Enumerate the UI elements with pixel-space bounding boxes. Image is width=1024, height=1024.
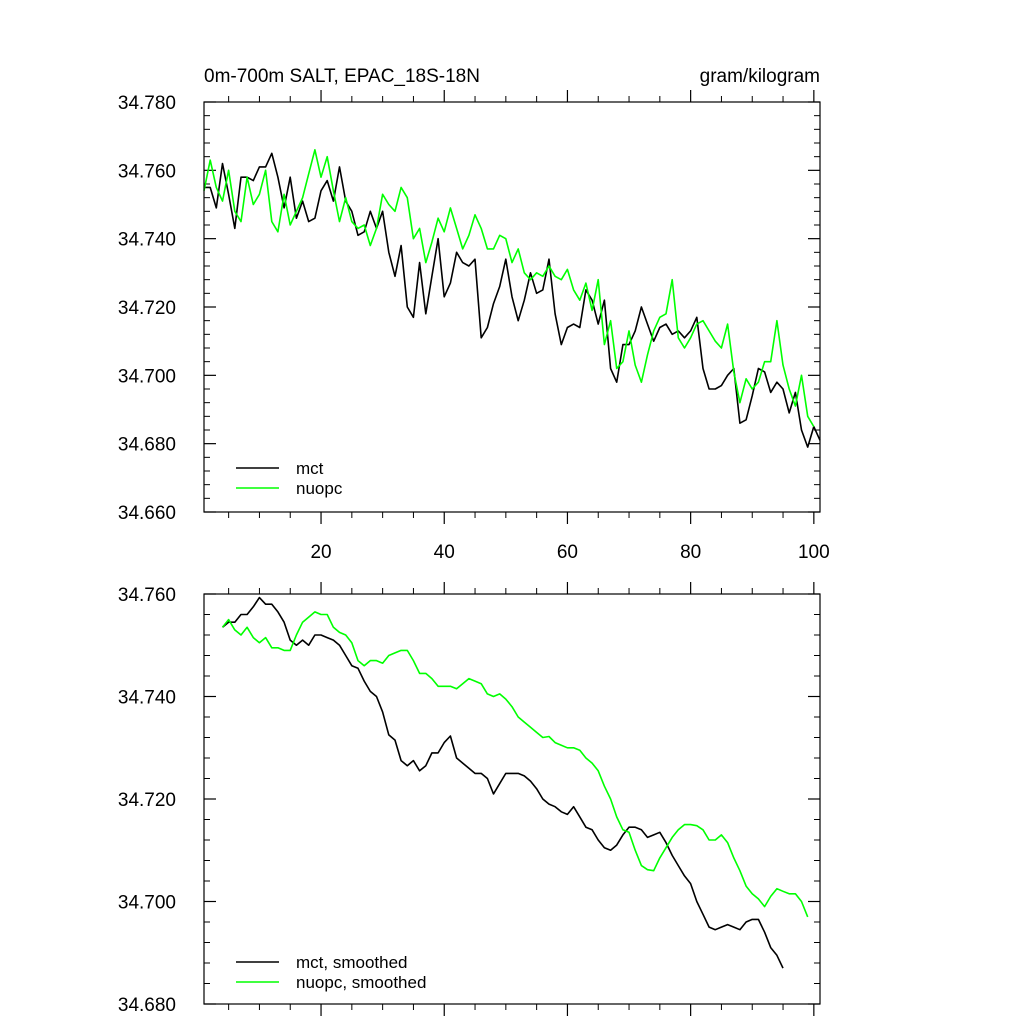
top-plot-frame — [203, 101, 821, 513]
top-series-group — [203, 149, 821, 448]
series-line-nuopc — [203, 149, 815, 428]
bottom-panel: 34.680 34.700 34.720 34.740 34.760 mct, smoo… — [118, 582, 821, 1016]
top-x-tick-labels: 20 40 60 80 100 — [310, 542, 829, 563]
legend-label-nuopc-smoothed: nuopc, smoothed — [296, 973, 426, 992]
y-tick-label: 34.760 — [118, 585, 176, 606]
top-legend: mct nuopc — [236, 459, 343, 498]
y-tick-label: 34.740 — [118, 688, 176, 709]
series-line-mct-smoothed — [221, 596, 784, 969]
y-tick-label: 34.740 — [118, 230, 176, 251]
x-tick-label: 80 — [680, 542, 701, 563]
y-tick-label: 34.680 — [118, 435, 176, 456]
y-tick-label: 34.660 — [118, 503, 176, 524]
y-tick-label: 34.700 — [118, 893, 176, 914]
legend-label-mct: mct — [296, 459, 324, 478]
bottom-y-tick-labels: 34.680 34.700 34.720 34.740 34.760 — [118, 585, 176, 1016]
top-y-tick-labels: 34.660 34.680 34.700 34.720 34.740 34.760 34.7… — [118, 93, 176, 524]
top-panel-units: gram/kilogram — [700, 66, 820, 87]
bottom-minor-ticks — [204, 588, 820, 1010]
top-minor-ticks — [204, 96, 820, 518]
legend-label-mct-smoothed: mct, smoothed — [296, 953, 408, 972]
x-tick-label: 20 — [310, 542, 331, 563]
y-tick-label: 34.680 — [118, 995, 176, 1016]
x-tick-label: 60 — [557, 542, 578, 563]
bottom-legend: mct, smoothed nuopc, smoothed — [236, 953, 426, 992]
y-tick-label: 34.780 — [118, 93, 176, 114]
top-panel: 0m-700m SALT, EPAC_18S-18N gram/kilogram… — [118, 66, 830, 563]
y-tick-label: 34.720 — [118, 790, 176, 811]
y-tick-label: 34.700 — [118, 366, 176, 387]
x-tick-label: 40 — [434, 542, 455, 563]
x-tick-label: 100 — [798, 542, 830, 563]
bottom-series-group — [221, 596, 809, 969]
legend-label-nuopc: nuopc — [296, 479, 343, 498]
y-tick-label: 34.720 — [118, 298, 176, 319]
top-panel-title: 0m-700m SALT, EPAC_18S-18N — [204, 66, 480, 87]
series-line-nuopc-smoothed — [221, 611, 809, 918]
series-line-mct — [204, 152, 821, 448]
bottom-major-ticks — [204, 582, 820, 1016]
bottom-plot-frame — [203, 593, 821, 1005]
y-tick-label: 34.760 — [118, 161, 176, 182]
